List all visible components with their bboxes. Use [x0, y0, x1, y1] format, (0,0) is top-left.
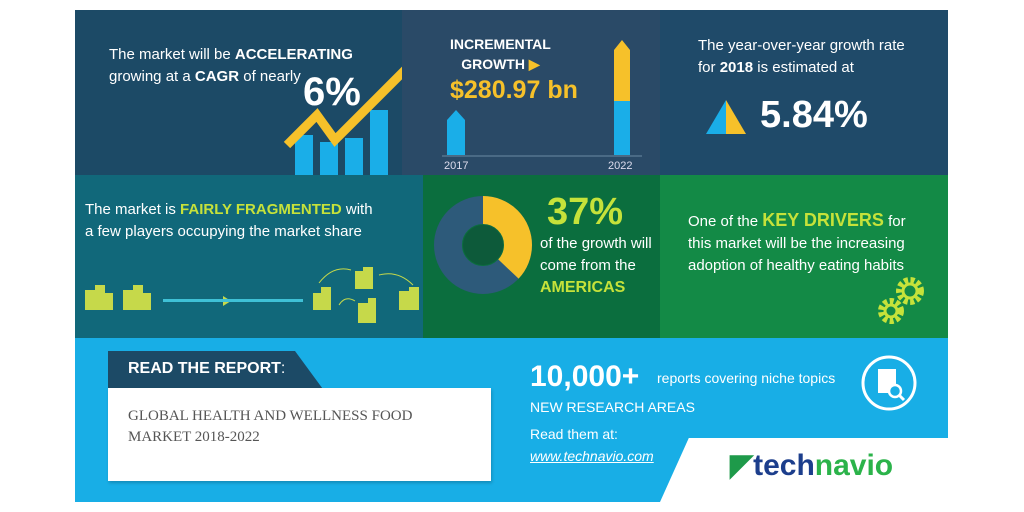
region-panel: 37% of the growth will come from the AMER… — [423, 175, 660, 338]
year-start: 2017 — [444, 160, 469, 172]
cagr-text2: growing at a — [109, 68, 195, 85]
cagr-panel: The market will be ACCELERATING growing … — [75, 10, 405, 175]
region-name: AMERICAS — [540, 279, 626, 296]
cagr-label: CAGR — [194, 68, 240, 85]
technavio-link[interactable]: www.technavio.com — [530, 448, 654, 464]
bar-2017 — [447, 110, 465, 155]
fragmented-panel: The market is FAIRLY FRAGMENTED with a f… — [75, 175, 423, 338]
yoy-panel: The year-over-year growth rate for 2018 … — [660, 10, 948, 175]
report-search-icon[interactable] — [860, 354, 918, 412]
donut-chart — [434, 196, 532, 294]
year-end: 2022 — [608, 160, 633, 172]
technavio-logo: ◤technavio — [730, 449, 894, 482]
reports-desc: reports covering niche topics — [657, 370, 836, 386]
drivers-panel: One of the KEY DRIVERS for this market w… — [660, 175, 948, 338]
logo-mark-icon: ◤ — [730, 449, 754, 482]
incremental-panel: INCREMENTAL GROWTH ▶ $280.97 bn 2017 2022 — [402, 10, 660, 175]
incremental-value: $280.97 bn — [450, 76, 578, 104]
cagr-accel: ACCELERATING — [234, 46, 353, 63]
report-card[interactable]: GLOBAL HEALTH AND WELLNESS FOOD MARKET 20… — [108, 388, 491, 481]
cagr-text: The market will be — [109, 46, 235, 63]
growth-arrow-chart-icon — [283, 54, 405, 175]
yoy-text: The year-over-year growth rate — [698, 37, 905, 54]
incremental-bars — [442, 40, 642, 157]
fragmented-highlight: FAIRLY FRAGMENTED — [180, 201, 342, 218]
report-title[interactable]: GLOBAL HEALTH AND WELLNESS FOOD MARKET 20… — [128, 408, 413, 445]
region-value: 37% — [547, 191, 624, 233]
play-icon: ▶ — [528, 56, 540, 72]
reports-count: 10,000+ — [530, 360, 640, 393]
footer-panel: READ THE REPORT: GLOBAL HEALTH AND WELLN… — [75, 338, 948, 502]
yoy-value: 5.84% — [760, 94, 868, 136]
fragmented-text: a few players occupying the market share — [85, 223, 362, 240]
read-report-label: READ THE REPORT: — [128, 360, 286, 377]
cagr-value: 6% — [303, 70, 361, 114]
drivers-highlight: KEY DRIVERS — [762, 210, 884, 230]
incremental-label: INCREMENTAL GROWTH ▶ — [450, 36, 551, 72]
yoy-year: 2018 — [719, 59, 754, 76]
donut-share-americas — [434, 196, 532, 294]
bar-2022 — [614, 40, 630, 155]
triangle-up-icon — [706, 100, 746, 134]
read-at-label: Read them at: — [530, 426, 618, 442]
buildings-icon — [85, 267, 419, 323]
gears-icon — [878, 277, 924, 324]
research-areas: NEW RESEARCH AREAS — [530, 399, 695, 415]
cagr-text3: of nearly — [239, 68, 301, 85]
logo-area — [660, 438, 948, 502]
